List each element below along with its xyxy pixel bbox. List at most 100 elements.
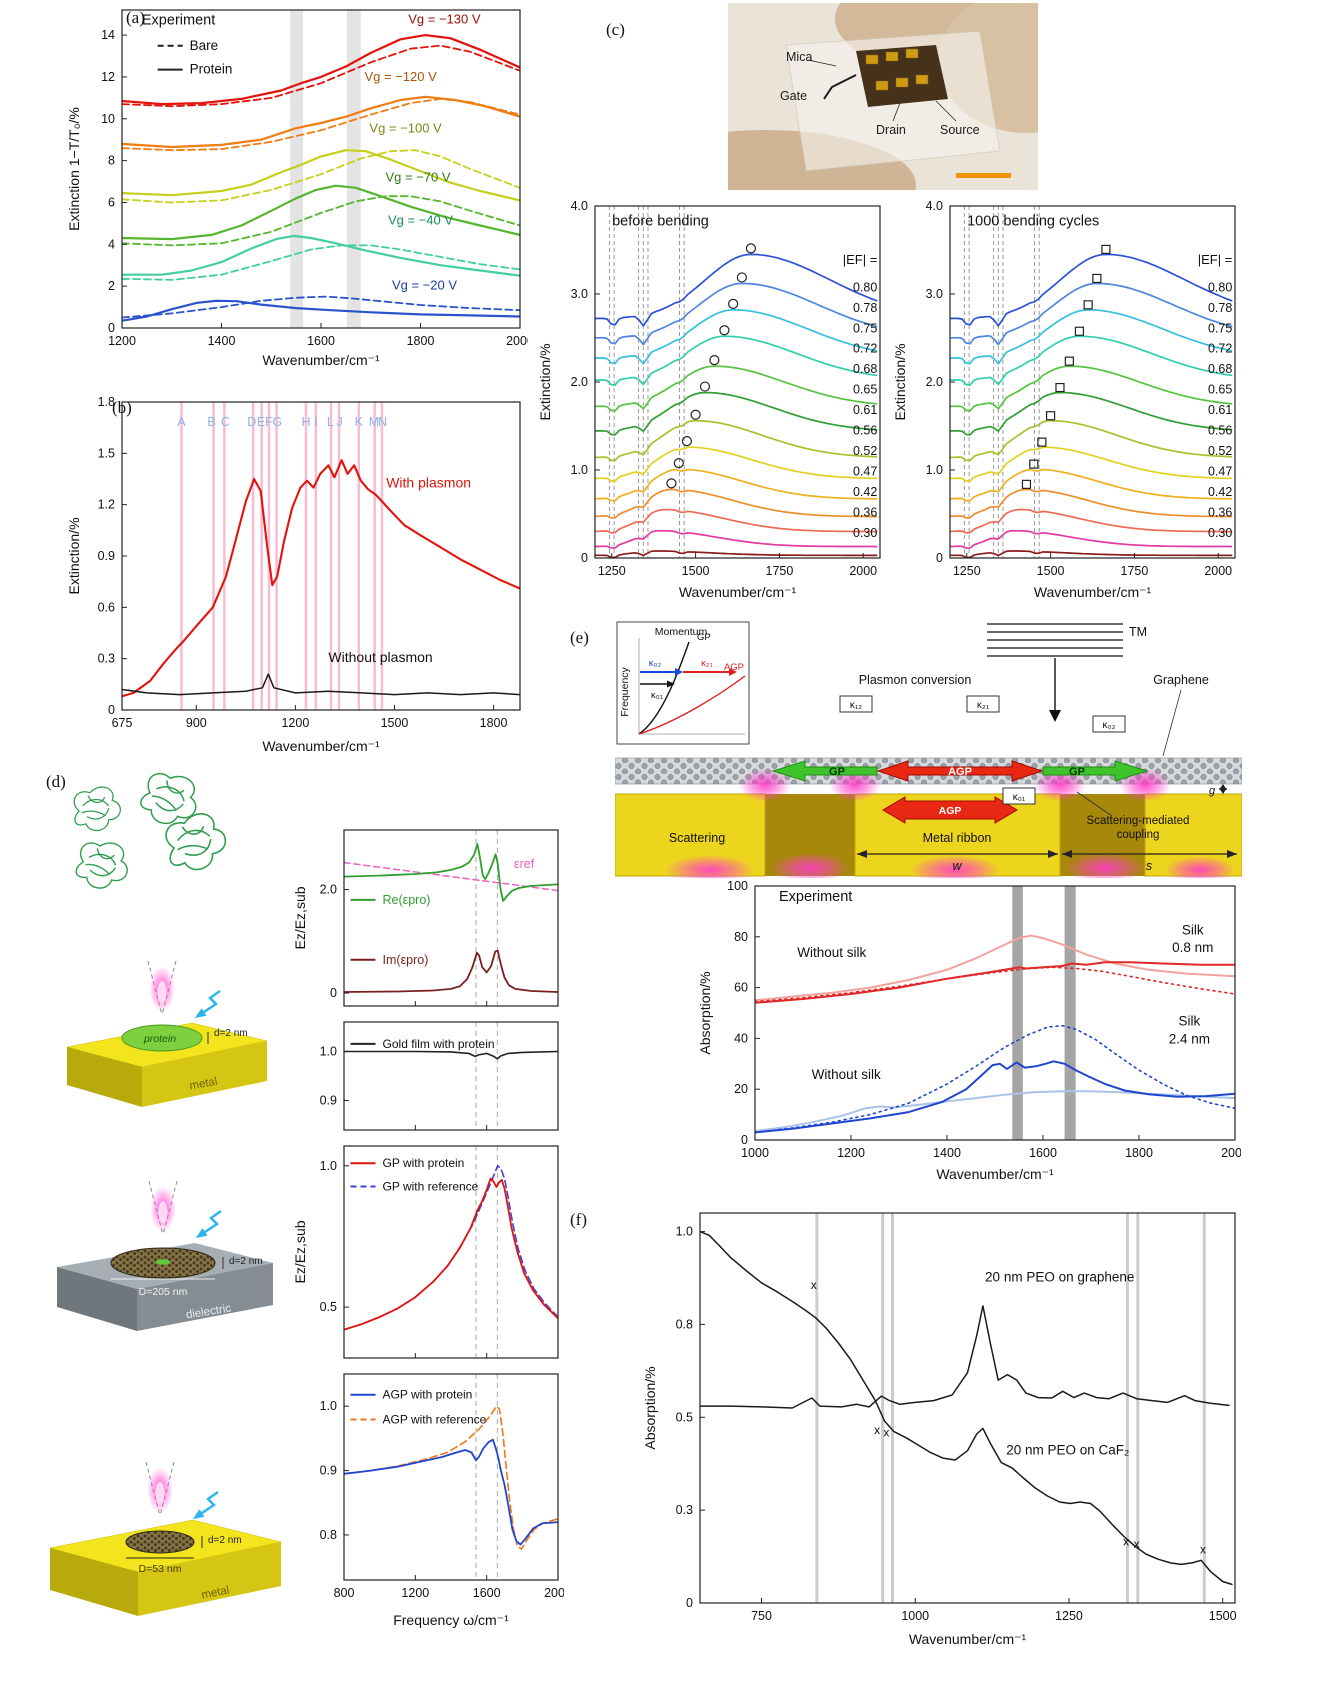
svg-text:1200: 1200 — [401, 1586, 429, 1600]
smc-label-2: coupling — [1117, 829, 1160, 841]
agp-arrow-gap — [882, 796, 1018, 824]
svg-text:40: 40 — [734, 1031, 748, 1045]
gp-arrow-right — [1042, 760, 1149, 782]
svg-text:2000: 2000 — [849, 564, 877, 578]
svg-text:0.80: 0.80 — [1208, 280, 1232, 294]
svg-text:Vg = −120 V: Vg = −120 V — [364, 69, 437, 84]
svg-text:1600: 1600 — [1029, 1146, 1057, 1160]
svg-text:0: 0 — [581, 551, 588, 565]
tm-wave — [987, 623, 1123, 712]
svg-text:3.0: 3.0 — [926, 287, 943, 301]
k21-label: κ₂₁ — [977, 700, 990, 711]
thickness-label: d=2 nm — [229, 1256, 263, 1267]
svg-text:0.42: 0.42 — [1208, 485, 1232, 499]
svg-text:x: x — [1134, 1537, 1140, 1551]
svg-text:80: 80 — [734, 930, 748, 944]
svg-text:0.6: 0.6 — [98, 600, 115, 614]
svg-text:2.0: 2.0 — [926, 375, 943, 389]
svg-text:Extinction/%: Extinction/% — [892, 343, 908, 420]
svg-text:0.9: 0.9 — [320, 1094, 337, 1108]
svg-text:With plasmon: With plasmon — [386, 475, 471, 491]
svg-text:K: K — [355, 415, 364, 429]
slab-front — [142, 1041, 267, 1107]
svg-text:1250: 1250 — [1055, 1609, 1083, 1623]
svg-text:before bending: before bending — [612, 213, 709, 229]
chart-after-bending-cycles: 1250 1500 1750 2000 0 1.0 2.0 3.0 4.0 Wavenumber/… — [892, 198, 1241, 606]
svg-text:0.75: 0.75 — [853, 321, 877, 335]
smc-label-1: Scattering-mediated — [1087, 815, 1190, 827]
gp-label-left: GP — [829, 766, 845, 778]
svg-text:0.8 nm: 0.8 nm — [1172, 940, 1213, 955]
protein-disk-label: protein — [143, 1033, 176, 1045]
svg-text:x: x — [883, 1426, 889, 1440]
scale-bar — [956, 173, 1011, 178]
svg-text:14: 14 — [101, 28, 115, 42]
chart-gold-film: 0.9 1.0 Gold film with protein — [292, 1014, 564, 1138]
svg-text:L: L — [327, 415, 334, 429]
slab-side — [50, 1548, 138, 1616]
svg-text:2.0: 2.0 — [320, 883, 337, 897]
slab-front — [138, 1542, 281, 1616]
nearfield-probe-icon — [145, 1461, 175, 1517]
svg-text:12: 12 — [101, 70, 115, 84]
svg-text:0.80: 0.80 — [853, 280, 877, 294]
svg-text:|EF| =: |EF| = — [843, 252, 878, 267]
svg-text:1200: 1200 — [837, 1146, 865, 1160]
protein-dot — [156, 1259, 170, 1265]
svg-text:Without silk: Without silk — [812, 1067, 881, 1082]
svg-text:Silk: Silk — [1179, 1014, 1201, 1029]
svg-text:Extinction/%: Extinction/% — [537, 343, 553, 420]
svg-text:1250: 1250 — [598, 564, 626, 578]
svg-text:1.0: 1.0 — [320, 1044, 337, 1058]
svg-text:Vg = −100 V: Vg = −100 V — [369, 120, 442, 135]
diameter-label: D=53 nm — [139, 1563, 182, 1575]
svg-text:2: 2 — [108, 279, 115, 293]
svg-text:Gold film with protein: Gold film with protein — [383, 1037, 495, 1051]
svg-text:Experiment: Experiment — [779, 889, 852, 905]
svg-text:1800: 1800 — [480, 716, 508, 730]
graphene-leader — [1162, 689, 1182, 757]
k02-label: κ₀₂ — [1102, 720, 1115, 731]
svg-text:0.8: 0.8 — [676, 1317, 693, 1331]
svg-text:Without plasmon: Without plasmon — [328, 649, 432, 665]
svg-text:0.72: 0.72 — [853, 342, 877, 356]
svg-text:GP with reference: GP with reference — [383, 1180, 479, 1194]
svg-text:1000: 1000 — [741, 1146, 769, 1160]
metal-protein-disk-icon: protein d=2 nm metal — [66, 960, 268, 1107]
svg-text:1800: 1800 — [1125, 1146, 1153, 1160]
svg-text:900: 900 — [186, 716, 207, 730]
tm-arrowhead — [1049, 710, 1061, 722]
svg-text:Wavenumber/cm⁻¹: Wavenumber/cm⁻¹ — [679, 584, 797, 600]
panel-label-c: (c) — [606, 20, 625, 39]
svg-text:4: 4 — [108, 237, 115, 251]
svg-text:0.68: 0.68 — [853, 362, 877, 376]
nearfield-probe-icon — [148, 1180, 178, 1236]
svg-text:3.0: 3.0 — [571, 287, 588, 301]
protein-molecules-icon — [69, 767, 233, 892]
svg-text:Experiment: Experiment — [142, 12, 215, 28]
svg-text:2.0: 2.0 — [571, 375, 588, 389]
graphene-label: Graphene — [1153, 673, 1209, 687]
svg-text:Ez/Ez,sub: Ez/Ez,sub — [292, 886, 308, 949]
svg-text:1750: 1750 — [1121, 564, 1149, 578]
svg-text:0.36: 0.36 — [1208, 505, 1232, 519]
plasmon-conversion-schematic: TM GP GP AGP AGP κ₁₂ κ₂₁ κ₀₂ κ₀₁ Plasmon… — [615, 621, 1242, 878]
light-zigzag-icon — [191, 989, 222, 1023]
device-flake — [856, 45, 948, 107]
mica-label: Mica — [786, 50, 812, 64]
slab-side — [57, 1267, 137, 1331]
svg-text:750: 750 — [751, 1609, 772, 1623]
svg-text:0: 0 — [936, 551, 943, 565]
scattering-label: Scattering — [669, 831, 725, 845]
svg-text:1500: 1500 — [381, 716, 409, 730]
svg-text:6: 6 — [108, 195, 115, 209]
k01-inset-label: κ₀₁ — [651, 690, 663, 701]
bottom-glows — [665, 853, 1235, 878]
svg-text:2.4 nm: 2.4 nm — [1169, 1031, 1210, 1046]
edge-glows — [739, 768, 1171, 802]
svg-text:Wavenumber/cm⁻¹: Wavenumber/cm⁻¹ — [262, 352, 380, 368]
svg-text:Vg = −130 V: Vg = −130 V — [408, 12, 481, 27]
thickness-label: d=2 nm — [208, 1535, 242, 1546]
svg-text:0.72: 0.72 — [1208, 342, 1232, 356]
